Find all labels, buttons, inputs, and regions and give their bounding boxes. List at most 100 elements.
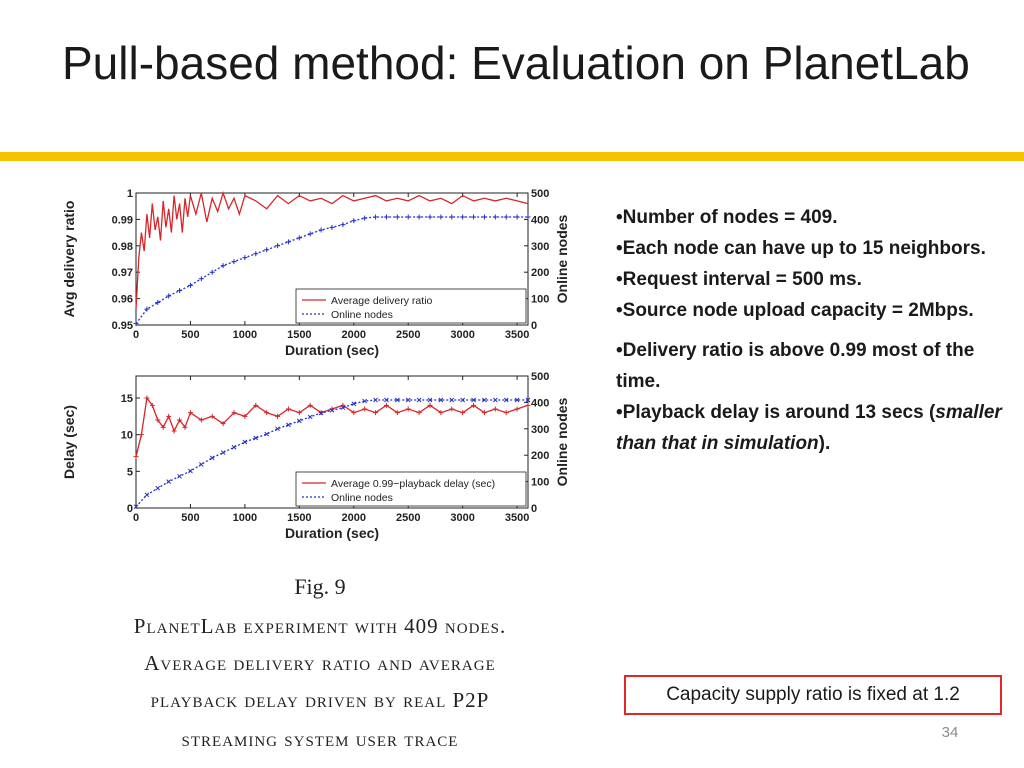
- data-point: [492, 406, 498, 412]
- data-point: [394, 397, 400, 403]
- y2-axis-label: Online nodes: [554, 397, 570, 486]
- x-axis-label: Duration (sec): [285, 525, 379, 541]
- data-point: [416, 214, 422, 220]
- data-point: [264, 431, 270, 437]
- data-point: [198, 276, 204, 282]
- chart-svg: 0 500 1000 1500 2000 2500 3000 3500051015010020…: [61, 371, 570, 541]
- bullet-text: Number of nodes = 409.: [622, 207, 838, 228]
- x-tick-label: 2500: [396, 329, 420, 341]
- data-point: [133, 321, 139, 327]
- x-tick-label: 0: [133, 329, 139, 341]
- bullet-item: •Request interval = 500 ms.: [616, 269, 862, 290]
- y-tick-label: 0.95: [112, 320, 133, 332]
- data-point: [525, 214, 531, 220]
- data-point: [177, 288, 183, 294]
- data-point: [160, 424, 166, 430]
- legend-label: Average delivery ratio: [331, 295, 433, 307]
- bullet-item: •Source node upload capacity = 2Mbps.: [616, 300, 974, 321]
- data-point: [449, 214, 455, 220]
- y-tick-label: 0.96: [112, 294, 133, 306]
- data-point: [329, 224, 335, 230]
- figure-caption-line: Average delivery ratio and average: [144, 651, 496, 675]
- bullet-text: Playback delay is around 13 secs (: [622, 402, 936, 423]
- data-point: [340, 405, 346, 411]
- data-point: [166, 413, 172, 419]
- y-axis-label: Delay (sec): [61, 405, 77, 479]
- bullet-item: •Delivery ratio is above 0.99 most of th…: [616, 340, 975, 392]
- page-number: 34: [941, 724, 959, 741]
- data-point: [492, 397, 498, 403]
- playback-delay-chart: 0 500 1000 1500 2000 2500 3000 3500 0 5 10 15 0 100 20…: [60, 366, 580, 544]
- title-underline: [0, 152, 1024, 161]
- y2-tick-label: 200: [531, 267, 549, 279]
- y-tick-label: 15: [121, 393, 133, 405]
- data-point: [460, 397, 466, 403]
- data-point: [133, 504, 139, 510]
- data-point: [307, 231, 313, 237]
- x-tick-label: 500: [181, 329, 199, 341]
- bullet-text: Source node upload capacity = 2Mbps.: [622, 300, 974, 321]
- data-point: [264, 247, 270, 253]
- data-point: [187, 282, 193, 288]
- x-tick-label: 3500: [505, 329, 529, 341]
- x-tick-label: 2000: [342, 329, 366, 341]
- data-point: [416, 410, 422, 416]
- data-point: [383, 402, 389, 408]
- data-point: [525, 397, 531, 403]
- y-tick-label: 1: [127, 188, 133, 200]
- data-point: [242, 255, 248, 261]
- data-point: [525, 402, 531, 408]
- data-point: [253, 435, 259, 441]
- data-point: [514, 397, 520, 403]
- y2-tick-label: 0: [531, 320, 537, 332]
- data-point: [155, 417, 161, 423]
- y-tick-label: 0.99: [112, 214, 133, 226]
- data-point: [427, 214, 433, 220]
- bullet-text: Delivery ratio is above 0.99 most of the…: [616, 340, 975, 392]
- data-point: [198, 417, 204, 423]
- data-point: [373, 410, 379, 416]
- data-point: [209, 269, 215, 275]
- y-axis-label: Avg delivery ratio: [61, 201, 77, 318]
- data-point: [427, 402, 433, 408]
- data-point: [264, 410, 270, 416]
- data-point: [231, 259, 237, 265]
- data-point: [362, 406, 368, 412]
- data-point: [438, 397, 444, 403]
- x-tick-label: 0: [133, 512, 139, 524]
- data-point: [503, 397, 509, 403]
- data-point: [405, 406, 411, 412]
- y2-tick-label: 100: [531, 294, 549, 306]
- data-point: [307, 402, 313, 408]
- y-tick-label: 10: [121, 430, 133, 442]
- bullet-text: ).: [818, 433, 831, 454]
- data-point: [285, 406, 291, 412]
- data-point: [177, 417, 183, 423]
- data-point: [149, 402, 155, 408]
- data-point: [253, 251, 259, 257]
- data-point: [177, 473, 182, 479]
- data-point: [144, 306, 150, 312]
- y-tick-label: 0.98: [112, 241, 133, 253]
- bullet-emphasis: smaller than that in simulation: [616, 402, 1002, 454]
- data-point: [144, 395, 150, 401]
- y2-tick-label: 300: [531, 424, 549, 436]
- data-point: [166, 293, 172, 299]
- data-point: [296, 418, 302, 424]
- data-point: [351, 410, 357, 416]
- y2-tick-label: 400: [531, 214, 549, 226]
- data-point: [362, 398, 368, 404]
- legend-box: [295, 288, 527, 324]
- x-axis-label: Duration (sec): [285, 342, 379, 358]
- bullet-text: Each node can have up to 15 neighbors.: [622, 238, 986, 259]
- y2-axis-label: Online nodes: [554, 214, 570, 303]
- data-point: [405, 397, 411, 403]
- x-tick-label: 1500: [287, 329, 311, 341]
- data-point: [182, 424, 188, 430]
- bullet-group-setup: •Number of nodes = 409. •Each node can h…: [616, 202, 1012, 326]
- series-line: [135, 396, 529, 457]
- data-point: [514, 214, 520, 220]
- data-point: [253, 402, 259, 408]
- x-tick-label: 500: [181, 512, 199, 524]
- data-point: [188, 468, 193, 474]
